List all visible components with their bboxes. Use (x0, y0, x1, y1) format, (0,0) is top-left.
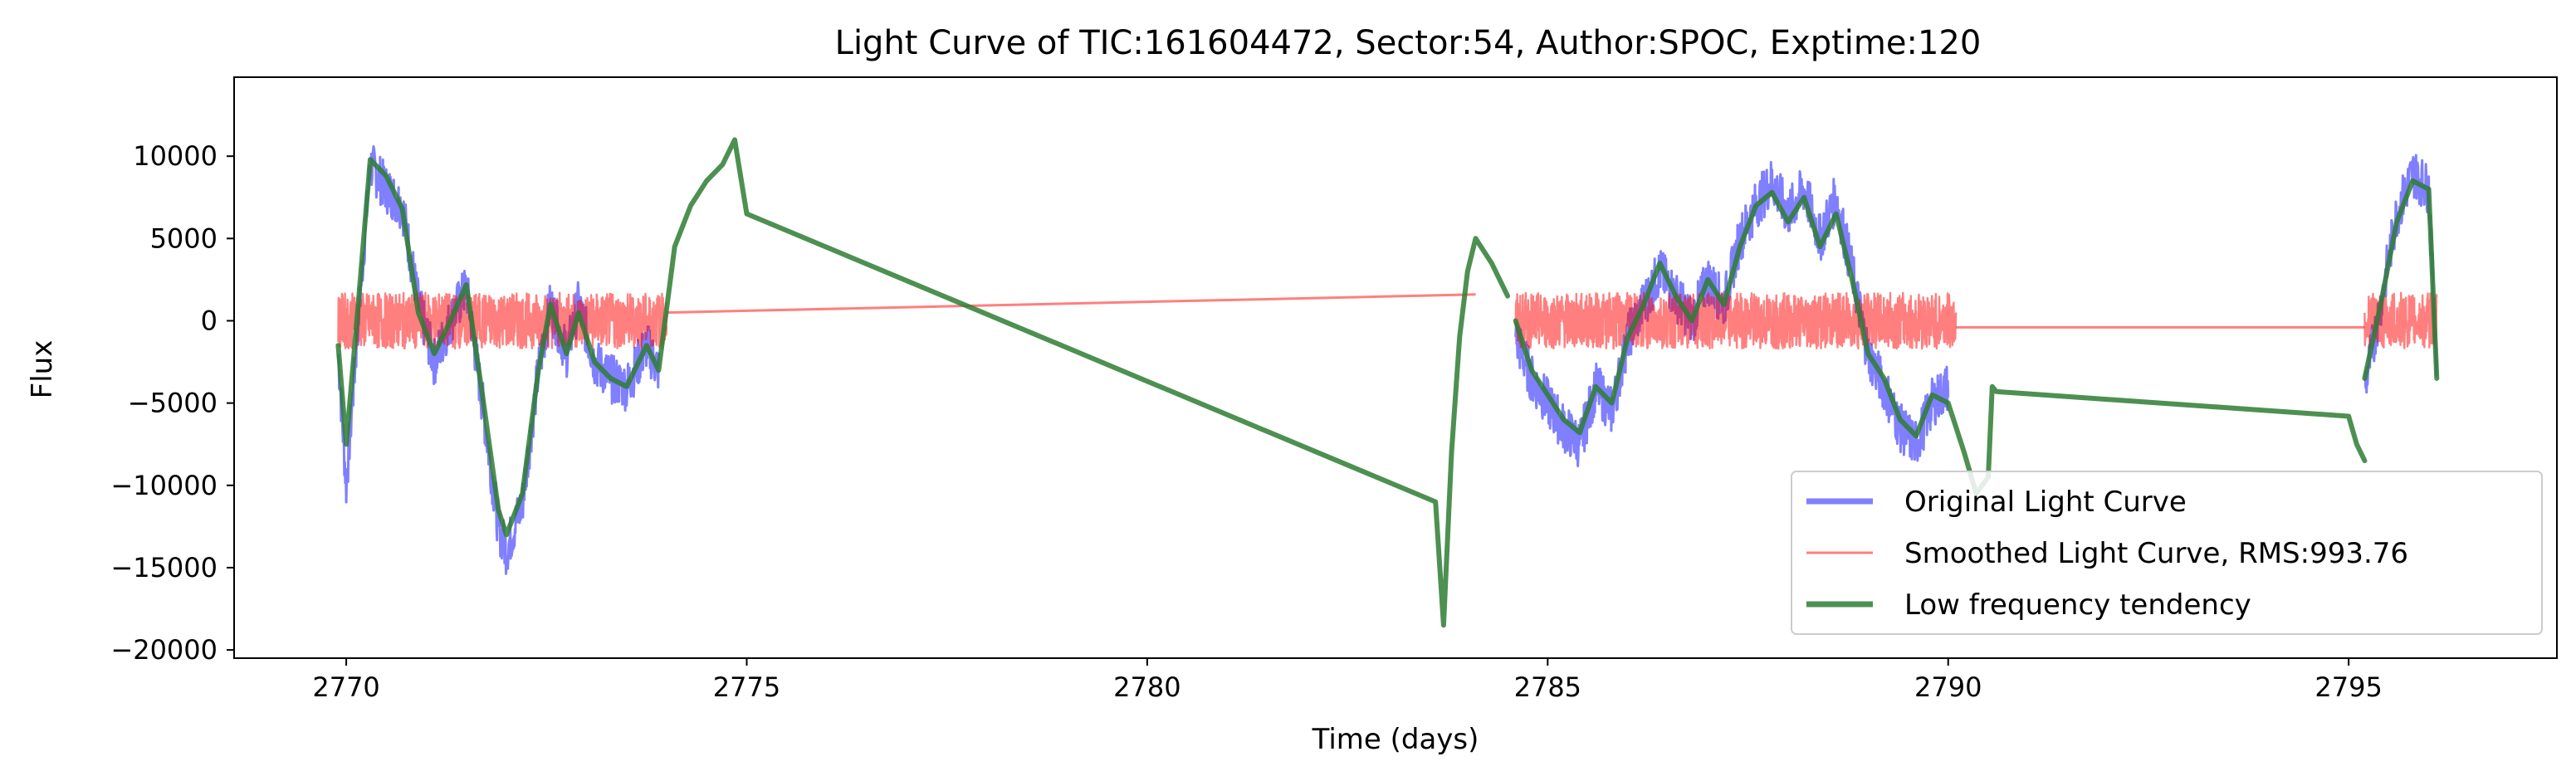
legend-label-original: Original Light Curve (1904, 486, 2187, 519)
smoothed-curve-line (2363, 291, 2438, 349)
smoothed-curve-line (666, 293, 1476, 315)
low-frequency-line (2362, 178, 2440, 381)
x-tick-label: 2770 (312, 671, 379, 703)
x-tick-label: 2795 (2314, 671, 2382, 703)
smoothed-curve-line (1514, 291, 1958, 350)
original-curve-line (2363, 154, 2438, 394)
y-tick-label: 10000 (133, 140, 218, 172)
x-tick-label: 2785 (1514, 671, 1581, 703)
y-tick-label: 5000 (150, 222, 218, 254)
y-tick-label: 0 (201, 305, 218, 336)
x-tick-label: 2775 (713, 671, 780, 703)
y-tick-label: −10000 (110, 470, 218, 501)
low-frequency-line (335, 137, 1511, 628)
x-tick-label: 2790 (1914, 671, 1982, 703)
y-axis: 10000 5000 0 −5000 −10000 −15000 −20000 (110, 140, 234, 666)
chart-title: Light Curve of TIC:161604472, Sector:54,… (835, 24, 1982, 62)
legend-label-low-frequency: Low frequency tendency (1904, 588, 2251, 622)
x-tick-label: 2780 (1113, 671, 1180, 703)
legend-box (1791, 471, 2543, 635)
plot-frame (233, 76, 2558, 659)
y-tick-label: −15000 (110, 552, 218, 583)
x-axis: 2770 2775 2780 2785 2790 2795 (312, 658, 2383, 703)
legend-label-smoothed: Smoothed Light Curve, RMS:993.76 (1904, 537, 2408, 570)
y-tick-label: −20000 (110, 634, 218, 666)
legend: Original Light Curve Smoothed Light Curv… (1791, 471, 2543, 635)
y-axis-label: Flux (26, 340, 59, 399)
x-axis-label: Time (days) (1312, 723, 1479, 756)
smoothed-curve-line (337, 291, 668, 350)
y-tick-label: −5000 (128, 388, 218, 419)
